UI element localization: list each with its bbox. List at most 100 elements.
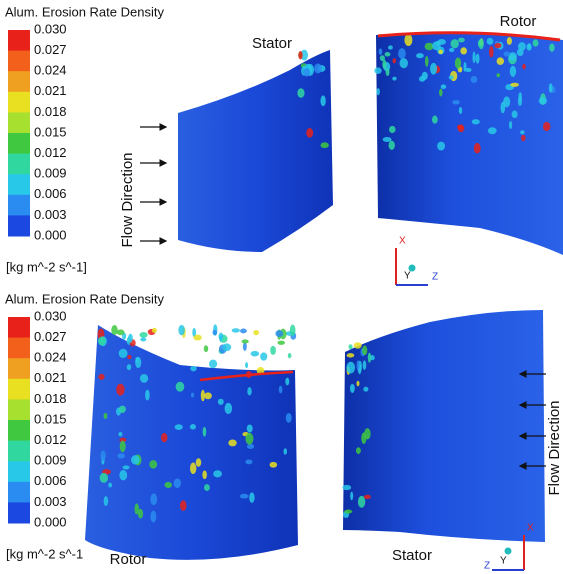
axis-y — [504, 547, 512, 555]
erosion-spot — [449, 47, 455, 53]
erosion-spot — [297, 88, 305, 98]
erosion-spot — [348, 344, 353, 350]
erosion-spot — [203, 345, 209, 353]
erosion-spot — [149, 460, 158, 469]
erosion-spot — [374, 67, 382, 74]
legend-tick-label: 0.006 — [34, 186, 67, 201]
colorbar-segment — [8, 461, 30, 483]
erosion-spot — [277, 340, 285, 345]
erosion-spot — [174, 424, 183, 431]
erosion-spot — [384, 52, 391, 57]
erosion-spot — [465, 67, 472, 72]
legend-tick-label: 0.012 — [34, 145, 67, 160]
erosion-spot — [503, 51, 511, 57]
legend-tick-label: 0.027 — [34, 329, 67, 344]
erosion-spot — [378, 48, 383, 55]
erosion-spot — [269, 461, 278, 468]
erosion-spot — [431, 115, 438, 124]
erosion-spot — [346, 361, 356, 374]
erosion-spot — [134, 503, 139, 515]
erosion-spot — [356, 360, 360, 371]
erosion-spot — [119, 440, 126, 453]
erosion-spot — [489, 46, 494, 58]
erosion-spot — [388, 140, 395, 150]
erosion-spot — [119, 469, 128, 481]
erosion-spot — [320, 142, 329, 149]
erosion-spot — [190, 392, 195, 398]
erosion-spot — [300, 49, 309, 61]
erosion-spot — [285, 377, 290, 386]
erosion-spot — [388, 45, 393, 50]
erosion-spot — [430, 62, 438, 75]
erosion-spot — [119, 437, 127, 443]
erosion-spot — [97, 336, 106, 346]
erosion-spot — [151, 327, 157, 333]
erosion-spot — [518, 42, 526, 51]
erosion-spot — [416, 53, 424, 59]
erosion-edge — [199, 370, 294, 382]
legend-tick-label: 0.021 — [34, 370, 67, 385]
erosion-spot — [458, 37, 465, 43]
flow-label: Flow Direction — [119, 152, 136, 247]
legend-tick-label: 0.021 — [34, 83, 67, 98]
legend-tick-label: 0.030 — [34, 308, 67, 323]
erosion-spot — [278, 385, 283, 394]
colorbar-segment — [8, 174, 30, 196]
erosion-spot — [260, 352, 268, 361]
erosion-spot — [217, 398, 224, 405]
erosion-spot — [145, 389, 150, 401]
erosion-spot — [173, 478, 182, 489]
colorbar-segment — [8, 215, 30, 237]
erosion-spot — [128, 333, 133, 343]
colorbar-segment — [8, 30, 30, 52]
erosion-spot — [117, 453, 125, 459]
erosion-spot — [118, 405, 126, 414]
legend-tick-label: 0.003 — [34, 207, 67, 222]
erosion-spot — [208, 359, 218, 369]
erosion-spot — [370, 355, 375, 361]
erosion-spot — [471, 119, 480, 125]
erosion-spot — [241, 339, 249, 344]
colorbar-segment — [8, 358, 30, 380]
erosion-spot — [245, 459, 253, 465]
erosion-spot — [189, 462, 197, 475]
erosion-spot — [521, 134, 526, 142]
erosion-spot — [289, 324, 296, 336]
axis-y-label: Y — [404, 271, 411, 282]
erosion-spot — [118, 431, 123, 437]
erosion-spot — [475, 53, 480, 64]
erosion-spot — [287, 352, 292, 359]
erosion-spot — [224, 402, 233, 415]
legend-tick-label: 0.000 — [34, 514, 67, 529]
erosion-spot — [192, 327, 197, 338]
erosion-spot — [349, 383, 355, 393]
erosion-spot — [99, 472, 109, 483]
erosion-spot — [127, 354, 132, 360]
rotor-label: Rotor — [500, 13, 537, 30]
erosion-spot — [130, 455, 140, 465]
legend-title: Alum. Erosion Rate Density — [5, 291, 164, 306]
erosion-spot — [357, 495, 366, 508]
erosion-spot — [180, 500, 187, 512]
colorbar-segment — [8, 50, 30, 72]
erosion-spot — [425, 55, 429, 67]
erosion-spot — [549, 43, 555, 52]
rotor-label: Rotor — [110, 551, 147, 568]
axis-x-label: X — [527, 523, 534, 534]
erosion-spot — [361, 432, 367, 445]
erosion-spot — [487, 127, 497, 135]
stator-blade — [178, 50, 333, 252]
legend-title: Alum. Erosion Rate Density — [5, 4, 164, 19]
stator-blade — [343, 310, 545, 542]
axis-x-label: X — [399, 236, 406, 247]
legend-unit: [kg m^-2 s^-1] — [6, 259, 87, 274]
erosion-spot — [103, 496, 109, 507]
erosion-spot — [135, 356, 139, 363]
erosion-spot — [239, 493, 249, 499]
colorbar-segment — [8, 440, 30, 462]
erosion-spot — [472, 51, 476, 64]
erosion-spot — [249, 492, 255, 503]
flow-label: Flow Direction — [546, 400, 563, 495]
erosion-spot — [376, 88, 380, 96]
